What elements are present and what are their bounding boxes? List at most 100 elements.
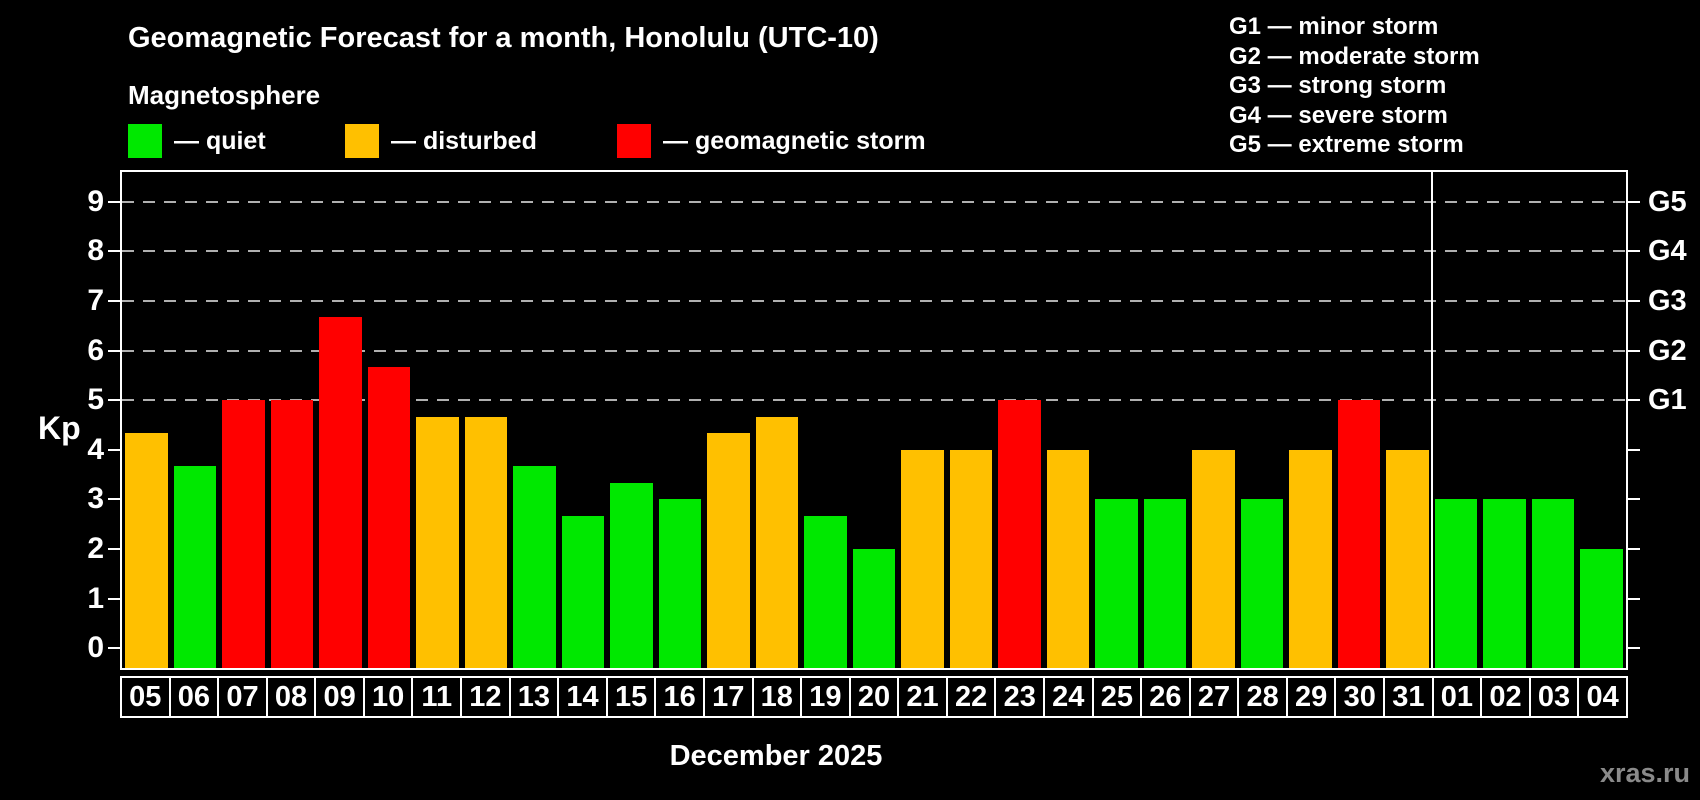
kp-bar-day-19 (804, 515, 847, 668)
legend-label-quiet: — quiet (174, 126, 266, 155)
gridline-kp6 (122, 349, 1626, 352)
y-tick-7 (108, 299, 120, 302)
g-legend-line-4: G4 — severe storm (1229, 101, 1448, 129)
g-scale-legend: G1 — minor storm G2 — moderate storm G3 — … (1229, 12, 1480, 160)
day-label-17: 17 (702, 678, 752, 716)
month-separator-line (1430, 172, 1433, 668)
magnetosphere-subtitle: Magnetosphere (128, 80, 321, 110)
x-axis-day-labels: 05 06 07 08 09 10 11 12 13 14 15 16 17 18 19 20 21 22 23 24… (120, 676, 1628, 718)
y-axis-title: Kp (38, 410, 81, 446)
month-label: December 2025 (669, 740, 883, 772)
day-label-15: 15 (605, 678, 655, 716)
day-label-14: 14 (557, 678, 606, 716)
kp-bar-day-01 (1434, 499, 1478, 668)
kp-bar-day-12 (464, 416, 508, 668)
right-tick-4 (1628, 448, 1640, 451)
watermark: xras.ru (1599, 758, 1690, 788)
day-label-02: 02 (1480, 678, 1529, 716)
g-legend-line-5: G5 — extreme storm (1229, 131, 1464, 158)
right-tick-1 (1628, 597, 1640, 600)
day-label-20: 20 (848, 678, 898, 716)
y-tick-label-1: 1 (87, 581, 104, 615)
kp-bar-day-31 (1386, 449, 1429, 668)
right-tick-3 (1628, 498, 1640, 501)
kp-bar-day-29 (1289, 449, 1332, 668)
gridline-kp5 (122, 399, 1626, 402)
day-label-13: 13 (508, 678, 558, 716)
g-legend-line-3: G3 — strong storm (1229, 72, 1447, 99)
kp-bar-day-08 (270, 400, 314, 668)
y-tick-label-3: 3 (87, 482, 104, 516)
day-label-31: 31 (1383, 678, 1432, 716)
day-label-28: 28 (1237, 678, 1286, 716)
kp-bar-day-26 (1143, 499, 1187, 668)
day-label-09: 09 (314, 678, 363, 716)
kp-bar-day-15 (610, 483, 653, 668)
day-label-19: 19 (800, 678, 849, 716)
kp-bar-day-27 (1192, 449, 1235, 668)
y-tick-label-8: 8 (87, 234, 104, 268)
kp-bar-day-14 (561, 515, 605, 668)
kp-bar-day-20 (852, 548, 896, 668)
legend-item-storm: — geomagnetic storm (617, 124, 926, 158)
kp-bar-day-11 (416, 416, 459, 668)
y-tick-6 (108, 349, 120, 352)
kp-bar-day-13 (513, 466, 556, 668)
color-legend: — quiet — disturbed — geomagnetic storm (128, 124, 1078, 164)
y-tick-label-7: 7 (87, 283, 104, 317)
day-label-10: 10 (362, 678, 412, 716)
g-legend-line-2: G2 — moderate storm (1229, 42, 1480, 70)
day-label-12: 12 (460, 678, 509, 716)
plot-area: 0 1 2 3 4 5 6 7 8 9 G1 G2 G3 G4 G5 (87, 170, 1687, 670)
gridline-kp7 (122, 299, 1626, 302)
kp-bar-day-30 (1337, 400, 1381, 668)
kp-bar-day-04 (1580, 548, 1623, 668)
day-label-01: 01 (1431, 678, 1481, 716)
right-tick-8 (1628, 250, 1640, 253)
page-title: Geomagnetic Forecast for a month, Honolu… (128, 22, 879, 54)
storm-swatch-icon (617, 124, 651, 158)
y-tick-1 (108, 597, 120, 600)
right-axis-label-g3: G3 (1648, 284, 1687, 317)
day-label-16: 16 (654, 678, 703, 716)
day-label-22: 22 (945, 678, 995, 716)
kp-bar-day-09 (319, 317, 362, 668)
y-tick-label-6: 6 (87, 333, 104, 367)
legend-label-storm: — geomagnetic storm (663, 126, 926, 155)
kp-bar-day-10 (367, 366, 411, 668)
day-label-27: 27 (1188, 678, 1238, 716)
kp-bar-day-28 (1240, 499, 1284, 668)
day-label-26: 26 (1140, 678, 1189, 716)
gridline-kp9 (122, 200, 1626, 203)
day-label-03: 03 (1528, 678, 1578, 716)
kp-bar-day-07 (222, 400, 265, 668)
right-axis-label-g2: G2 (1648, 334, 1687, 367)
y-tick-3 (108, 498, 120, 501)
day-label-06: 06 (168, 678, 218, 716)
day-label-05: 05 (129, 680, 162, 713)
y-tick-label-9: 9 (87, 184, 104, 218)
right-tick-2 (1628, 547, 1640, 550)
y-tick-label-2: 2 (87, 531, 104, 565)
legend-label-disturbed: — disturbed (391, 126, 537, 155)
right-tick-5 (1628, 399, 1640, 402)
kp-bar-day-03 (1531, 499, 1575, 668)
day-label-18: 18 (751, 678, 801, 716)
y-tick-2 (108, 547, 120, 550)
y-tick-label-4: 4 (87, 432, 104, 466)
day-label-23: 23 (994, 678, 1043, 716)
day-label-04: 04 (1577, 678, 1626, 716)
day-label-24: 24 (1042, 678, 1092, 716)
kp-bar-day-16 (658, 499, 702, 668)
day-label-21: 21 (897, 678, 946, 716)
y-tick-label-0: 0 (87, 631, 104, 665)
day-label-30: 30 (1334, 678, 1383, 716)
right-axis-label-g1: G1 (1648, 384, 1687, 417)
right-tick-6 (1628, 349, 1640, 352)
y-tick-9 (108, 200, 120, 203)
day-label-07: 07 (217, 678, 266, 716)
right-tick-9 (1628, 200, 1640, 203)
day-label-11: 11 (411, 678, 460, 716)
right-axis-label-g4: G4 (1648, 235, 1687, 268)
day-label-25: 25 (1091, 678, 1141, 716)
